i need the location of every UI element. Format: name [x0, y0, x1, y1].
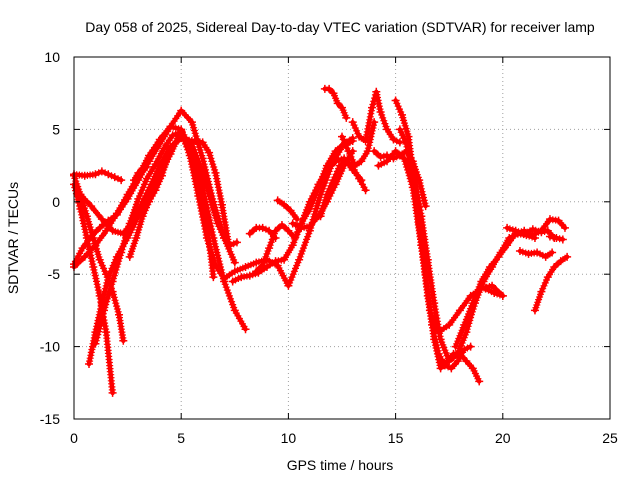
data-point-marker	[563, 252, 572, 261]
x-tick-label: 0	[70, 430, 78, 446]
series-track-18	[320, 84, 351, 122]
series-track-30	[515, 247, 557, 261]
trace-marker	[92, 337, 100, 345]
series-track-20	[338, 118, 379, 170]
x-tick-label: 15	[388, 430, 404, 446]
trace-marker	[95, 169, 103, 177]
trace-marker	[114, 175, 122, 183]
trace-marker	[463, 344, 471, 352]
trace-marker	[75, 199, 83, 207]
series-track-05	[70, 180, 117, 397]
trace-marker	[369, 101, 377, 108]
data-point-marker	[466, 342, 475, 351]
data-point-marker	[342, 113, 351, 122]
series-track-31	[545, 232, 567, 244]
trace-marker	[97, 319, 105, 326]
data-point-marker	[558, 235, 567, 244]
data-point-marker	[117, 176, 126, 185]
data-point-marker	[119, 336, 128, 345]
x-tick-label: 25	[602, 430, 618, 446]
x-axis-title: GPS time / hours	[287, 457, 394, 473]
series-track-28	[481, 284, 507, 300]
data-point-marker	[560, 223, 569, 232]
series-track-32	[530, 252, 572, 315]
y-tick-label: -10	[40, 339, 60, 355]
trace-marker	[72, 187, 80, 195]
y-tick-label: 5	[52, 121, 60, 137]
y-tick-label: -5	[48, 266, 61, 282]
tick-layer: 0 5 10 15 20 25 -15 -10 -5 0 5 10	[40, 49, 618, 446]
trace-marker	[96, 322, 104, 329]
trace-marker	[94, 331, 102, 339]
data-point-marker	[142, 163, 151, 172]
series-track-10	[130, 163, 151, 185]
y-tick-label: 10	[44, 49, 60, 65]
trace-marker	[393, 137, 401, 145]
data-point-marker	[348, 134, 357, 143]
data-point-marker	[209, 273, 218, 282]
y-tick-label: 0	[52, 194, 60, 210]
trace-marker	[93, 334, 101, 342]
series-track-16	[273, 196, 301, 224]
series-track-15	[252, 154, 366, 276]
series-track-01	[70, 167, 126, 185]
data-point-marker	[475, 377, 484, 386]
plot-frame	[73, 56, 611, 420]
series-track-21	[348, 87, 404, 147]
trace-marker	[370, 97, 378, 105]
x-tick-label: 10	[281, 430, 297, 446]
data-point-marker	[361, 186, 370, 195]
series-track-11	[187, 139, 241, 250]
data-point-marker	[498, 291, 507, 300]
data-point-marker	[292, 215, 301, 224]
trace-marker	[444, 363, 452, 371]
series-layer	[70, 84, 572, 397]
data-point-marker	[395, 138, 404, 147]
y-tick-label: -15	[40, 411, 60, 427]
trace-marker	[230, 240, 238, 248]
grid-layer	[74, 57, 610, 419]
data-point-marker	[548, 248, 557, 257]
trace-marker	[262, 225, 270, 233]
data-point-marker	[230, 258, 239, 267]
chart-title: Day 058 of 2025, Sidereal Day-to-day VTE…	[85, 19, 595, 35]
x-tick-label: 20	[495, 430, 511, 446]
trace-marker	[95, 325, 103, 333]
series-track-29	[503, 223, 559, 242]
trace-marker	[95, 328, 103, 336]
data-point-marker	[108, 388, 117, 397]
trace-marker	[101, 169, 109, 177]
series-track-19	[316, 157, 370, 221]
series-track-27	[451, 215, 569, 351]
trace-marker	[98, 316, 106, 323]
data-point-marker	[232, 238, 241, 247]
data-point-marker	[241, 325, 250, 334]
series-track-03	[70, 106, 239, 269]
data-point-marker	[421, 202, 430, 211]
trace-marker	[108, 172, 115, 180]
trace-marker	[71, 184, 79, 191]
trace-marker	[99, 313, 106, 320]
x-tick-label: 5	[177, 430, 185, 446]
y-axis-title: SDTVAR / TECUs	[5, 182, 21, 294]
